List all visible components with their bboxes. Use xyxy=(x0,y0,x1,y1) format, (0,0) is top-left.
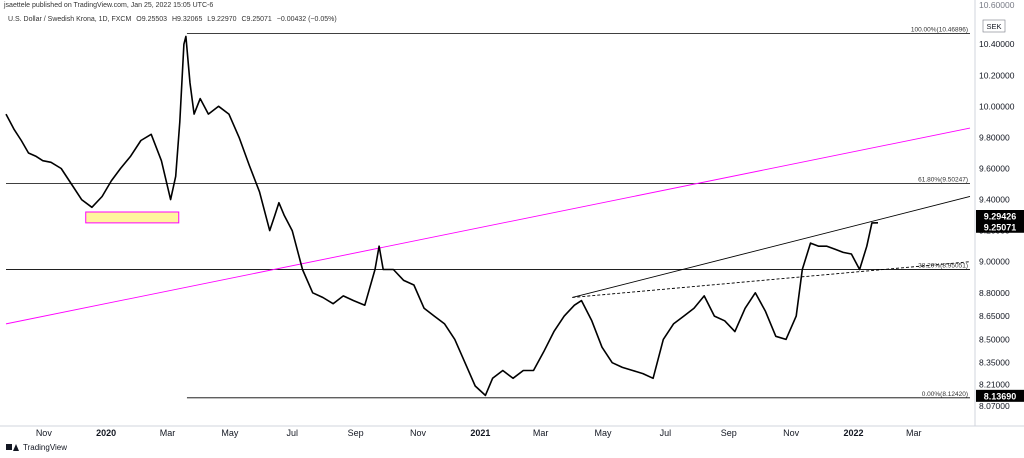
x-tick-label: May xyxy=(594,428,612,438)
fib-level-label: 61.80%(9.50247) xyxy=(918,177,968,184)
price-tag-label: 9.29426 xyxy=(984,211,1017,221)
price-tag-label: 8.13690 xyxy=(984,391,1017,401)
currency-box xyxy=(982,19,1006,33)
fib-level-label: 38.20%(8.95051) xyxy=(918,262,968,269)
x-tick-label: Nov xyxy=(410,428,427,438)
x-tick-label: 2022 xyxy=(843,428,863,438)
ohlc-change: −0.00432 (−0.05%) xyxy=(276,16,337,23)
trendline xyxy=(572,196,971,298)
x-tick-label: May xyxy=(221,428,239,438)
symbol-name: U.S. Dollar / Swedish Krona, 1D, FXCM xyxy=(8,16,132,23)
y-tick-label: 10.20000 xyxy=(979,70,1015,80)
y-tick-label-partial: 10.60000 xyxy=(979,0,1015,10)
tradingview-logo-text: TradingView xyxy=(23,443,68,452)
y-tick-label: 8.50000 xyxy=(979,334,1010,344)
price-tag-bg xyxy=(976,220,1024,233)
y-tick-label: 8.21000 xyxy=(979,379,1010,389)
x-tick-label: 2021 xyxy=(470,428,490,438)
dashed-trendline xyxy=(572,261,971,298)
y-tick-label: 8.80000 xyxy=(979,288,1010,298)
x-tick-label: Nov xyxy=(783,428,800,438)
tradingview-logo[interactable]: TradingView xyxy=(6,443,67,452)
x-tick-label: Jul xyxy=(286,428,298,438)
currency-label: SEK xyxy=(986,22,1001,31)
tradingview-logo-icon xyxy=(6,443,20,452)
x-tick-label: Mar xyxy=(533,428,549,438)
price-tag-bg xyxy=(976,389,1024,402)
y-tick-label: 10.00000 xyxy=(979,101,1015,111)
y-tick-label: 9.60000 xyxy=(979,163,1010,173)
publish-caption: jsaettele published on TradingView.com, … xyxy=(4,2,214,9)
fib-level-label: 100.00%(10.46896) xyxy=(911,26,968,33)
price-tag-bg xyxy=(976,209,1024,222)
y-tick-label: 9.40000 xyxy=(979,195,1010,205)
symbol-legend: U.S. Dollar / Swedish Krona, 1D, FXCM O9… xyxy=(8,16,340,23)
price-tag-label: 9.25071 xyxy=(984,222,1017,232)
ohlc-low: L9.22970 xyxy=(207,16,237,23)
fib-level-label: 0.00%(8.12420) xyxy=(922,391,968,398)
ohlc-close: C9.25071 xyxy=(241,16,272,23)
magenta-trendline xyxy=(5,127,971,325)
ohlc-open: O9.25503 xyxy=(136,16,168,23)
x-tick-label: Nov xyxy=(36,428,53,438)
x-tick-label: Sep xyxy=(348,428,364,438)
y-tick-label: 9.80000 xyxy=(979,132,1010,142)
x-tick-label: Sep xyxy=(721,428,737,438)
y-tick-label: 8.35000 xyxy=(979,358,1010,368)
y-tick-label: 8.65000 xyxy=(979,311,1010,321)
ohlc-high: H9.32065 xyxy=(171,16,203,23)
x-tick-label: Mar xyxy=(160,428,176,438)
y-tick-label: 10.40000 xyxy=(979,39,1015,49)
price-series-line xyxy=(5,35,879,397)
x-tick-label: 2020 xyxy=(96,428,116,438)
y-tick-label: 9.00000 xyxy=(979,257,1010,267)
y-tick-label: 8.07000 xyxy=(979,401,1010,411)
x-tick-label: Jul xyxy=(660,428,672,438)
x-tick-label: Mar xyxy=(906,428,922,438)
support-zone-box xyxy=(85,211,180,224)
